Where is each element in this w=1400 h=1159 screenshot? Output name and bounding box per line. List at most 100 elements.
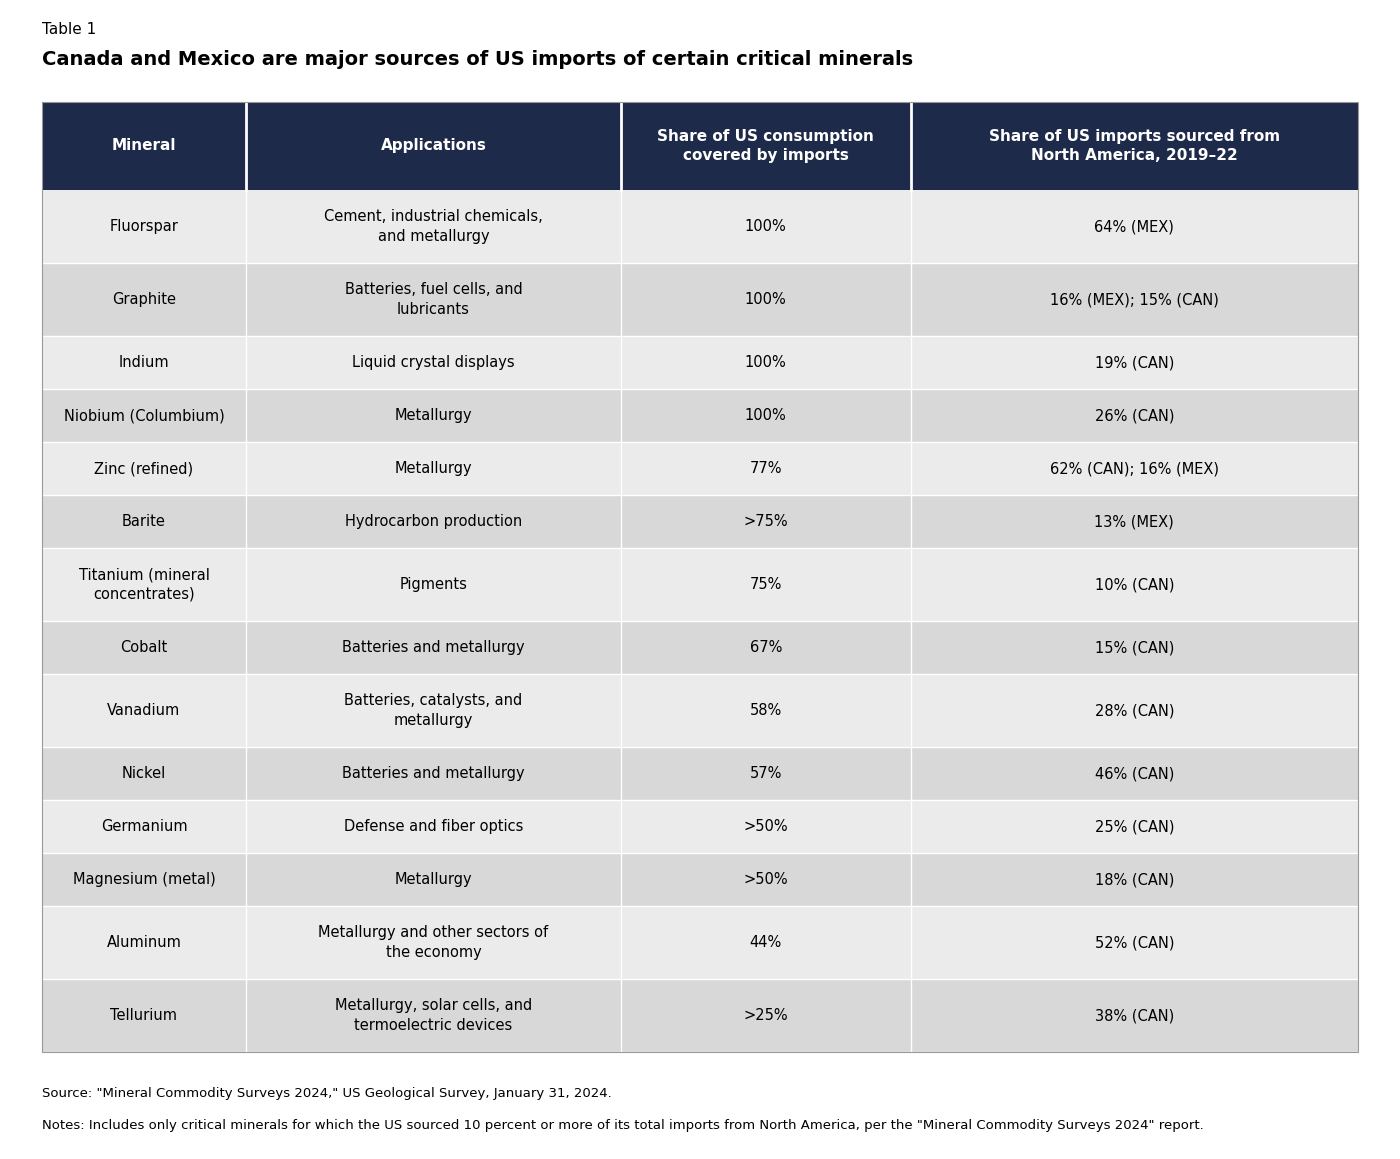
Bar — [910, 389, 1358, 442]
Bar — [246, 548, 622, 621]
Bar — [622, 853, 910, 906]
Text: 77%: 77% — [749, 461, 783, 476]
Bar — [246, 800, 622, 853]
Text: >50%: >50% — [743, 872, 788, 887]
Bar — [246, 336, 622, 389]
Text: Batteries and metallurgy: Batteries and metallurgy — [342, 640, 525, 655]
Bar — [42, 853, 246, 906]
Text: Titanium (mineral
concentrates): Titanium (mineral concentrates) — [78, 568, 210, 602]
Bar — [910, 906, 1358, 979]
Bar — [42, 102, 1358, 1052]
Bar — [246, 102, 622, 190]
Text: Notes: Includes only critical minerals for which the US sourced 10 percent or mo: Notes: Includes only critical minerals f… — [42, 1118, 1204, 1132]
Text: Share of US consumption
covered by imports: Share of US consumption covered by impor… — [658, 129, 874, 163]
Bar — [42, 800, 246, 853]
Bar — [246, 495, 622, 548]
Text: Cobalt: Cobalt — [120, 640, 168, 655]
Bar — [910, 442, 1358, 495]
Text: 44%: 44% — [749, 935, 783, 950]
Text: 26% (CAN): 26% (CAN) — [1095, 408, 1175, 423]
Bar — [246, 190, 622, 263]
Bar — [622, 800, 910, 853]
Bar — [42, 495, 246, 548]
Text: Tellurium: Tellurium — [111, 1008, 178, 1023]
Text: Metallurgy: Metallurgy — [395, 408, 472, 423]
Text: 18% (CAN): 18% (CAN) — [1095, 872, 1175, 887]
Text: Batteries and metallurgy: Batteries and metallurgy — [342, 766, 525, 781]
Text: Canada and Mexico are major sources of US imports of certain critical minerals: Canada and Mexico are major sources of U… — [42, 50, 913, 70]
Text: Indium: Indium — [119, 355, 169, 370]
Text: Niobium (Columbium): Niobium (Columbium) — [63, 408, 224, 423]
Bar — [246, 621, 622, 675]
Bar — [622, 979, 910, 1052]
Text: 100%: 100% — [745, 292, 787, 307]
Text: 13% (MEX): 13% (MEX) — [1095, 513, 1175, 529]
Text: 62% (CAN); 16% (MEX): 62% (CAN); 16% (MEX) — [1050, 461, 1219, 476]
Bar — [246, 748, 622, 800]
Bar — [42, 389, 246, 442]
Text: Metallurgy, solar cells, and
termoelectric devices: Metallurgy, solar cells, and termoelectr… — [335, 998, 532, 1033]
Bar — [42, 621, 246, 675]
Bar — [622, 263, 910, 336]
Text: 15% (CAN): 15% (CAN) — [1095, 640, 1175, 655]
Bar — [246, 906, 622, 979]
Text: 75%: 75% — [749, 577, 783, 592]
Text: 38% (CAN): 38% (CAN) — [1095, 1008, 1175, 1023]
Bar — [910, 336, 1358, 389]
Bar — [246, 263, 622, 336]
Bar — [910, 190, 1358, 263]
Bar — [622, 675, 910, 748]
Bar — [910, 675, 1358, 748]
Text: 57%: 57% — [749, 766, 783, 781]
Bar — [246, 389, 622, 442]
Text: 28% (CAN): 28% (CAN) — [1095, 704, 1175, 717]
Text: 25% (CAN): 25% (CAN) — [1095, 819, 1175, 834]
Text: Magnesium (metal): Magnesium (metal) — [73, 872, 216, 887]
Bar — [910, 979, 1358, 1052]
Bar — [42, 748, 246, 800]
Bar — [42, 979, 246, 1052]
Bar — [910, 495, 1358, 548]
Bar — [910, 853, 1358, 906]
Text: Graphite: Graphite — [112, 292, 176, 307]
Text: Barite: Barite — [122, 513, 167, 529]
Bar — [246, 675, 622, 748]
Bar — [42, 906, 246, 979]
Text: Vanadium: Vanadium — [108, 704, 181, 717]
Text: 67%: 67% — [749, 640, 783, 655]
Text: Hydrocarbon production: Hydrocarbon production — [344, 513, 522, 529]
Bar — [246, 979, 622, 1052]
Text: Pigments: Pigments — [399, 577, 468, 592]
Text: 100%: 100% — [745, 355, 787, 370]
Bar — [42, 548, 246, 621]
Bar — [910, 748, 1358, 800]
Text: Aluminum: Aluminum — [106, 935, 182, 950]
Text: Zinc (refined): Zinc (refined) — [94, 461, 193, 476]
Text: Share of US imports sourced from
North America, 2019–22: Share of US imports sourced from North A… — [988, 129, 1280, 163]
Text: Applications: Applications — [381, 138, 486, 153]
Bar — [910, 621, 1358, 675]
Text: 100%: 100% — [745, 219, 787, 234]
Text: Metallurgy and other sectors of
the economy: Metallurgy and other sectors of the econ… — [318, 925, 549, 960]
Text: Nickel: Nickel — [122, 766, 167, 781]
Bar — [910, 263, 1358, 336]
Bar — [622, 190, 910, 263]
Text: Liquid crystal displays: Liquid crystal displays — [353, 355, 515, 370]
Bar — [622, 102, 910, 190]
Bar — [622, 906, 910, 979]
Text: Germanium: Germanium — [101, 819, 188, 834]
Bar — [42, 442, 246, 495]
Bar — [910, 800, 1358, 853]
Text: 52% (CAN): 52% (CAN) — [1095, 935, 1175, 950]
Text: >75%: >75% — [743, 513, 788, 529]
Text: 10% (CAN): 10% (CAN) — [1095, 577, 1175, 592]
Text: Defense and fiber optics: Defense and fiber optics — [344, 819, 524, 834]
Bar — [246, 853, 622, 906]
Bar — [622, 748, 910, 800]
Text: 46% (CAN): 46% (CAN) — [1095, 766, 1175, 781]
Text: >50%: >50% — [743, 819, 788, 834]
Text: Batteries, catalysts, and
metallurgy: Batteries, catalysts, and metallurgy — [344, 693, 522, 728]
Bar — [42, 190, 246, 263]
Text: Mineral: Mineral — [112, 138, 176, 153]
Text: 16% (MEX); 15% (CAN): 16% (MEX); 15% (CAN) — [1050, 292, 1219, 307]
